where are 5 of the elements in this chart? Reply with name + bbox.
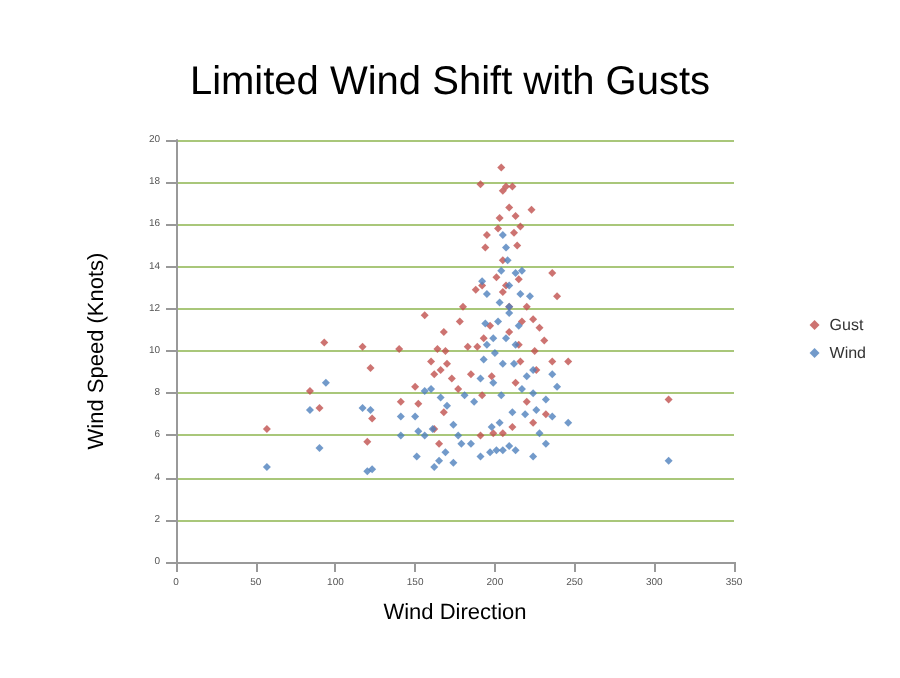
chart-title: Limited Wind Shift with Gusts: [189, 60, 711, 104]
legend-label: Gust: [829, 316, 865, 334]
legend-label: Wind: [829, 344, 867, 362]
x-axis-title: Wind Direction: [383, 601, 527, 625]
y-axis-title: Wind Speed (Knots): [85, 252, 109, 450]
